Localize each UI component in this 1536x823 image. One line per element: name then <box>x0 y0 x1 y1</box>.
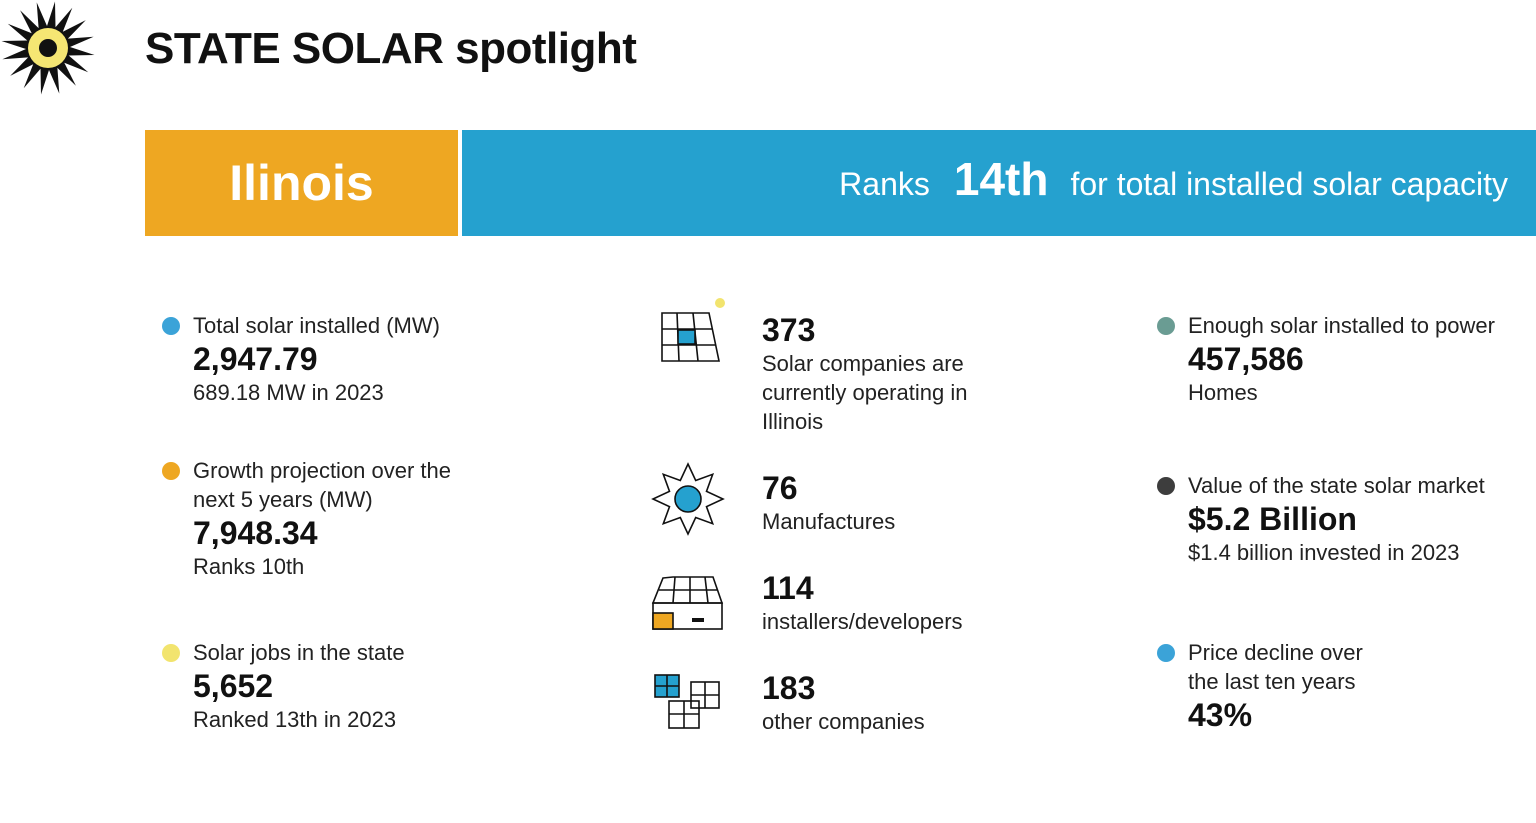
company-label: Solar companies are currently operating … <box>762 351 968 434</box>
stat: Total solar installed (MW) 2,947.79 689.… <box>162 311 493 407</box>
stat: Price decline over the last ten years 43… <box>1157 638 1398 734</box>
stat-label: Price decline over the last ten years <box>1188 640 1363 694</box>
stat-value: 5,652 <box>193 668 274 704</box>
title: STATE SOLAR spotlight <box>145 24 637 73</box>
icons <box>651 298 725 729</box>
company-stat: 183 other companies <box>762 669 1022 736</box>
company-count: 114 <box>762 570 814 606</box>
stat-note: Ranked 13th in 2023 <box>193 707 397 732</box>
stat-value: 457,586 <box>1188 341 1304 377</box>
bullet <box>1157 477 1175 495</box>
stat-note: Homes <box>1188 380 1258 405</box>
bullet <box>162 317 180 335</box>
sun-logo <box>1 1 95 95</box>
rank: 14th <box>953 153 1049 205</box>
company-stat: 373 Solar companies are currently operat… <box>762 311 1002 436</box>
stat-label: Solar jobs in the state <box>193 640 405 665</box>
bullet <box>162 644 180 662</box>
stat-value: 7,948.34 <box>193 515 318 551</box>
stat-label: Growth projection over the next 5 years … <box>193 458 452 512</box>
stat-label: Total solar installed (MW) <box>193 313 440 338</box>
stat: Value of the state solar market $5.2 Bil… <box>1157 471 1533 567</box>
stat: Solar jobs in the state 5,652 Ranked 13t… <box>162 638 493 734</box>
stat-value: 2,947.79 <box>193 341 318 377</box>
bullet <box>1157 317 1175 335</box>
company-label: other companies <box>762 709 925 734</box>
company-count: 76 <box>762 470 798 506</box>
stat-value: 43% <box>1188 697 1253 733</box>
state-name: Ilinois <box>145 130 458 236</box>
stat: Enough solar installed to power 457,586 … <box>1157 311 1533 407</box>
company-label: Manufactures <box>762 509 896 534</box>
stat-note: $1.4 billion invested in 2023 <box>1188 540 1460 565</box>
company-stat: 76 Manufactures <box>762 469 1002 536</box>
rank-suffix: for total installed solar capacity <box>1070 166 1508 202</box>
stat-value: $5.2 Billion <box>1188 501 1357 537</box>
stat-label: Value of the state solar market <box>1188 473 1485 498</box>
rank-prefix: Ranks <box>839 166 930 202</box>
rank-banner: Ranks 14th for total installed solar capac… <box>462 130 1536 236</box>
company-count: 183 <box>762 670 816 706</box>
stat: Growth projection over the next 5 years … <box>162 456 453 581</box>
bullet <box>162 462 180 480</box>
stat-note: 689.18 MW in 2023 <box>193 380 384 405</box>
stat-note: Ranks 10th <box>193 554 305 579</box>
company-label: installers/developers <box>762 609 963 634</box>
company-count: 373 <box>762 312 816 348</box>
company-stat: 114 installers/developers <box>762 569 1022 636</box>
bullet <box>1157 644 1175 662</box>
stat-label: Enough solar installed to power <box>1188 313 1495 338</box>
